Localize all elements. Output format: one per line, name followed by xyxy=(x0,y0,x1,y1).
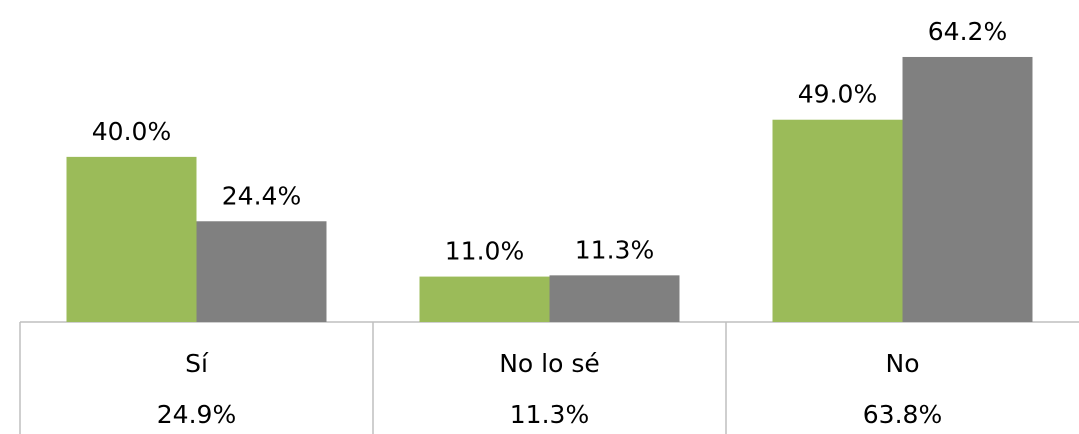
data-label: 64.2% xyxy=(928,17,1007,46)
table-value: 24.9% xyxy=(157,400,236,429)
table-value: 63.8% xyxy=(863,400,942,429)
bar xyxy=(549,275,680,322)
table-value: 11.3% xyxy=(510,400,589,429)
data-label: 40.0% xyxy=(92,117,171,146)
bar xyxy=(419,276,550,322)
x-tick-label: Sí xyxy=(185,349,209,378)
data-label: 24.4% xyxy=(222,181,301,210)
bar xyxy=(196,221,327,322)
x-tick-label: No xyxy=(886,349,920,378)
bar xyxy=(902,56,1033,322)
x-tick-label: No lo sé xyxy=(499,349,600,378)
data-label: 49.0% xyxy=(798,80,877,109)
bar xyxy=(772,119,903,322)
data-label: 11.0% xyxy=(445,237,524,266)
data-label: 11.3% xyxy=(575,235,654,264)
bar xyxy=(66,156,197,322)
